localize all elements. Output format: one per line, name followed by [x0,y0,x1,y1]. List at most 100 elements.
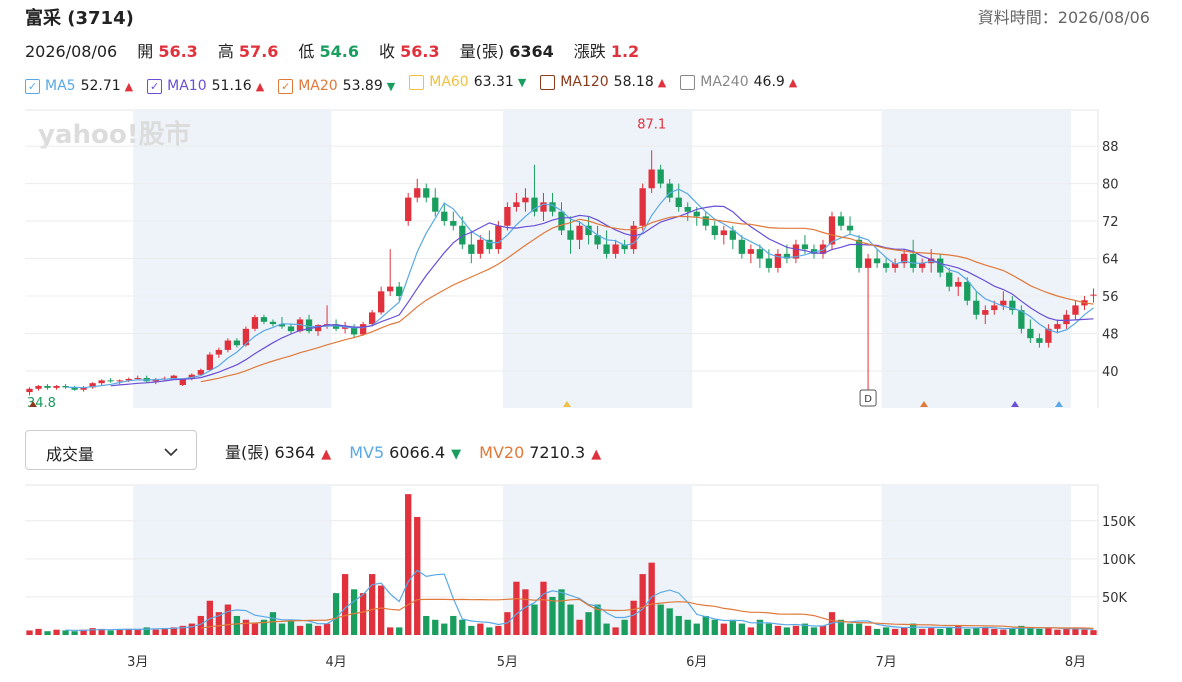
volume-bar [594,604,601,635]
volume-bar [630,600,637,635]
candle-body [441,211,448,222]
dropdown-label: 成交量 [46,445,95,464]
candle-body [919,263,926,268]
volume-bar [675,615,682,635]
candle-body [224,340,232,350]
volume-bar [143,627,150,635]
volume-bar [955,625,962,635]
candle-body [432,197,439,212]
volume-bar [684,619,691,635]
candle-body [134,378,141,380]
ma-name: MA60 [429,74,469,90]
volume-bar [1036,628,1043,635]
volume-bar [441,623,448,635]
candle-body [269,321,277,325]
volume-bar [882,627,890,635]
quote-value: 1.2 [610,42,640,61]
ma-trend: ▼ [386,79,396,93]
volume-bar [801,623,809,635]
quote-item: 漲跌 1.2 [574,42,639,61]
volume-bar [756,619,764,635]
volume-bar [459,619,466,635]
volume-bar [387,627,394,635]
volume-bar [206,600,214,635]
volume-bar [540,581,547,635]
volume-bar [116,629,123,635]
quote-item: 低 54.6 [298,42,359,61]
volume-bar [26,630,33,635]
checkbox [409,74,425,90]
candle-body [71,387,78,390]
ma-value: 52.71 [80,78,121,94]
candle-body [405,197,412,222]
candle-body [729,230,736,240]
volume-bar [864,625,872,635]
candle-body [909,253,917,268]
y-tick-label: 150K [1102,515,1136,530]
volume-bar [80,629,87,635]
candle-body [359,324,367,335]
volume-bar [639,574,646,635]
candle-body [323,324,331,326]
ma-value: 63.31 [473,74,514,90]
candle-body [1081,300,1088,306]
ma-trend: ▼ [517,75,527,89]
candle-body [188,374,195,379]
ma-item: MA120 58.18 ▲ [540,74,666,90]
title: 富采 (3714) [25,8,134,29]
dropdown[interactable]: 成交量 [25,430,197,470]
candle-body [143,378,150,382]
volume-bar [242,619,250,635]
candle-body [125,378,132,381]
volume-bar [98,628,105,635]
y-tick-label: 40 [1102,365,1119,380]
volume-bar [828,612,836,635]
y-tick-label: 64 [1102,253,1119,268]
candle-body [26,388,33,393]
candle-body [522,197,529,203]
volume-bar [368,574,376,635]
volume-bar [161,628,168,635]
checkbox [540,74,556,90]
candle-body [891,263,899,268]
volume-bar [909,623,917,635]
vol-name: MV5 [349,443,385,462]
volume-bar [1009,628,1016,635]
candle-body [684,206,691,212]
candle-body [594,235,601,245]
mv-line [200,598,1094,629]
vol-trend: ▲ [591,447,602,462]
volume-bar [558,589,565,635]
volume-bar [648,562,655,635]
candle-body [242,328,250,346]
candle-body [396,286,403,297]
quote-label: 量(張) [459,42,505,61]
candle-body [982,310,989,315]
y-tick-label: 56 [1102,290,1119,305]
volume-bar [900,627,908,635]
candle-body [603,244,610,254]
y-tick-label: 72 [1102,215,1119,230]
candle-body [558,211,565,231]
quote-item: 開 56.3 [137,42,198,61]
candle-body [675,197,682,207]
candle-body [1072,305,1079,315]
volume-bar [423,615,430,635]
volume-bar [855,623,863,635]
volume-bar [991,628,998,635]
candle-body [657,169,664,184]
volume-bar [720,623,727,635]
candle-body [783,253,791,259]
mv-line [65,569,1094,632]
x-tick-label: 3月 [127,655,148,670]
candle-body [1009,300,1016,311]
candle-body [314,325,322,332]
volume-bar [513,581,520,635]
candle-body [1036,338,1043,343]
volume-bar [747,627,755,635]
volume-bar [612,627,619,635]
dividend-marker-text: D [864,394,872,405]
candle-body [774,253,782,268]
volume-bar [810,627,818,635]
